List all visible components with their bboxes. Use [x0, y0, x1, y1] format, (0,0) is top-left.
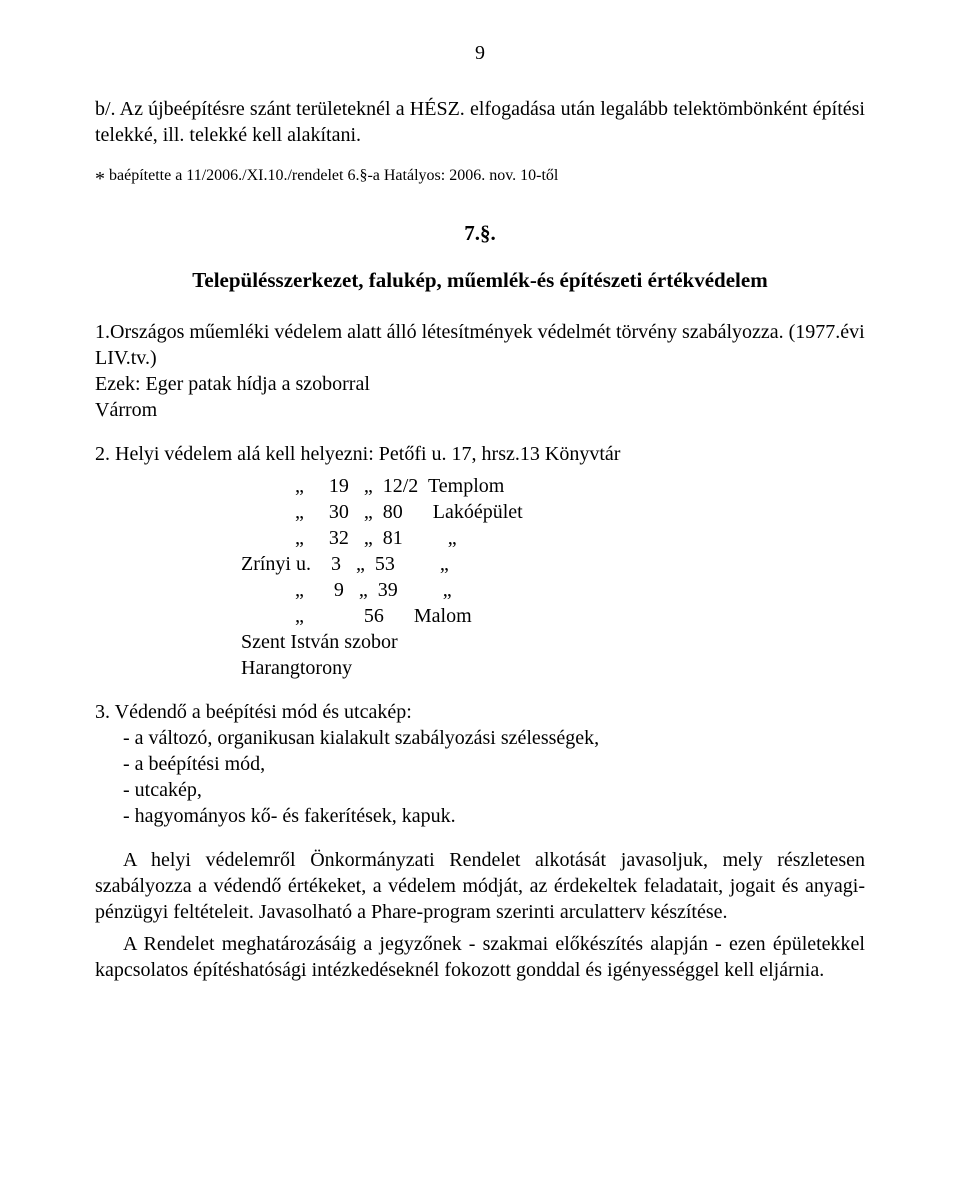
- footnote-text: baépítette a 11/2006./XI.10./rendelet 6.…: [105, 167, 558, 184]
- document-page: 9 b/. Az újbeépítésre szánt területeknél…: [0, 0, 960, 1049]
- item1-line3: Várrom: [95, 397, 865, 423]
- table-row: „ 56 Malom: [95, 603, 865, 629]
- table-row: „ 9 „ 39 „: [95, 577, 865, 603]
- item3-d1: - a változó, organikusan kialakult szabá…: [95, 725, 865, 751]
- paragraph-5: A Rendelet meghatározásáig a jegyzőnek -…: [95, 931, 865, 983]
- footnote: * baépítette a 11/2006./XI.10./rendelet …: [95, 166, 865, 192]
- section-title: Településszerkezet, falukép, műemlék-és …: [95, 267, 865, 294]
- table-row: „ 32 „ 81 „: [95, 525, 865, 551]
- footnote-star: *: [95, 168, 105, 190]
- table-row: Harangtorony: [95, 655, 865, 681]
- item3-lead: 3. Védendő a beépítési mód és utcakép:: [95, 699, 865, 725]
- item3-d2: - a beépítési mód,: [95, 751, 865, 777]
- table-row: „ 19 „ 12/2 Templom: [95, 473, 865, 499]
- page-number: 9: [95, 40, 865, 66]
- table-row: „ 30 „ 80 Lakóépület: [95, 499, 865, 525]
- item3-d3: - utcakép,: [95, 777, 865, 803]
- item2-table: „ 19 „ 12/2 Templom „ 30 „ 80 Lakóépület…: [95, 473, 865, 681]
- item-1: 1.Országos műemléki védelem alatt álló l…: [95, 319, 865, 423]
- item3-d4: - hagyományos kő- és fakerítések, kapuk.: [95, 803, 865, 829]
- paragraph-b: b/. Az újbeépítésre szánt területeknél a…: [95, 96, 865, 148]
- section-number: 7.§.: [95, 220, 865, 247]
- item-2: 2. Helyi védelem alá kell helyezni: Pető…: [95, 441, 865, 681]
- table-row: Szent István szobor: [95, 629, 865, 655]
- item2-lead: 2. Helyi védelem alá kell helyezni: Pető…: [95, 441, 865, 467]
- item-3: 3. Védendő a beépítési mód és utcakép: -…: [95, 699, 865, 829]
- item1-lead: 1.Országos műemléki védelem alatt álló l…: [95, 319, 865, 371]
- table-row: Zrínyi u. 3 „ 53 „: [95, 551, 865, 577]
- item1-line2: Ezek: Eger patak hídja a szoborral: [95, 371, 865, 397]
- paragraph-4: A helyi védelemről Önkormányzati Rendele…: [95, 847, 865, 925]
